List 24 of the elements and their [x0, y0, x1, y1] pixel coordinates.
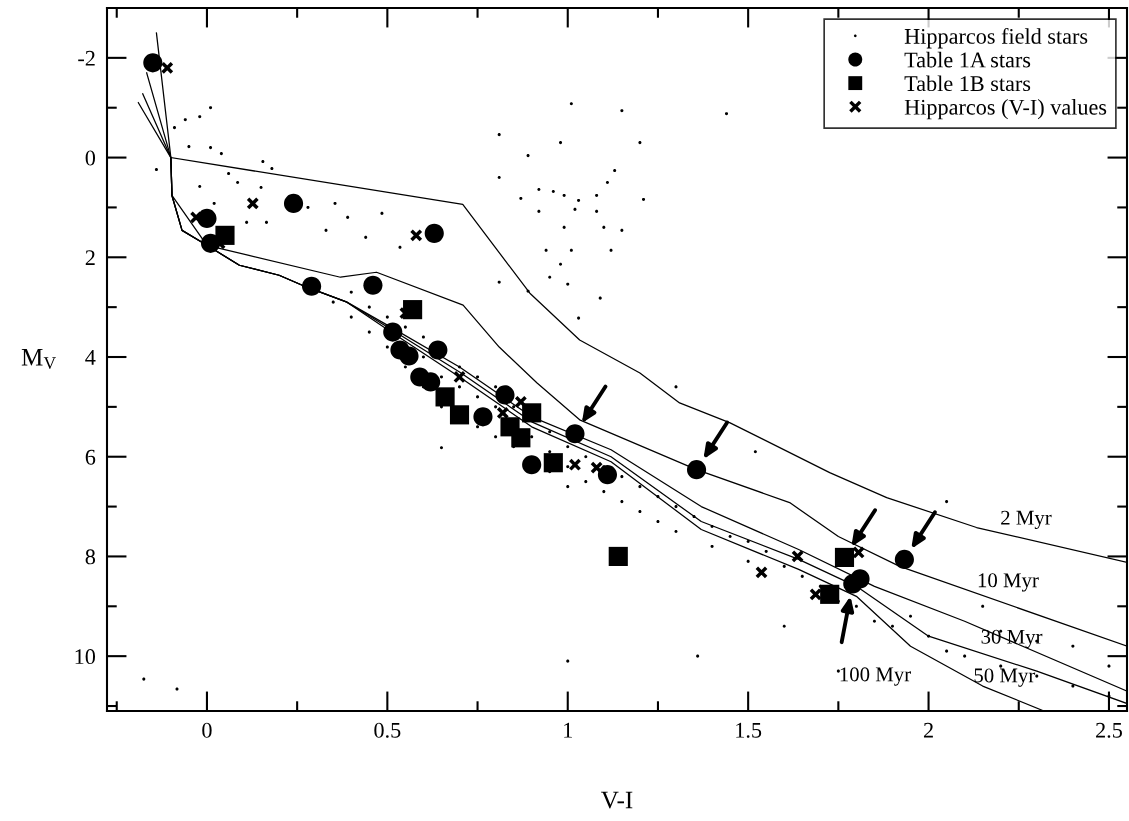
y-tick-label: -2 — [78, 50, 95, 66]
y-tick-label: 2 — [85, 250, 95, 265]
y-tick-label: 8 — [85, 549, 96, 565]
legend-label: Table 1A stars — [904, 51, 1031, 68]
series-label: 10 Myr — [978, 573, 1039, 592]
x-tick-label: 0.5 — [374, 722, 401, 738]
x-axis-title: V-I — [601, 791, 633, 809]
y-tick-label: 10 — [75, 649, 96, 665]
legend-label: Hipparcos (V-I) values — [904, 99, 1107, 120]
x-tick-label: 2 — [923, 722, 933, 738]
series-label: 2 Myr — [1001, 510, 1052, 529]
legend-label: Table 1B stars — [904, 75, 1031, 92]
series-label: 50 Myr — [974, 668, 1036, 687]
series-label: 100 Myr — [840, 667, 911, 686]
x-tick-label: 2.5 — [1096, 722, 1122, 738]
y-axis-title: M$_{V}$ — [21, 349, 56, 370]
x-tick-label: 1.5 — [736, 722, 762, 738]
series-label: 30 Myr — [981, 629, 1043, 649]
y-tick-label: 4 — [85, 350, 96, 365]
y-tick-label: 6 — [85, 449, 96, 465]
legend-label: Hipparcos field stars — [904, 28, 1088, 49]
x-tick-label: 0 — [202, 722, 212, 738]
x-tick-label: 1 — [564, 722, 572, 738]
y-tick-label: 0 — [85, 150, 96, 166]
